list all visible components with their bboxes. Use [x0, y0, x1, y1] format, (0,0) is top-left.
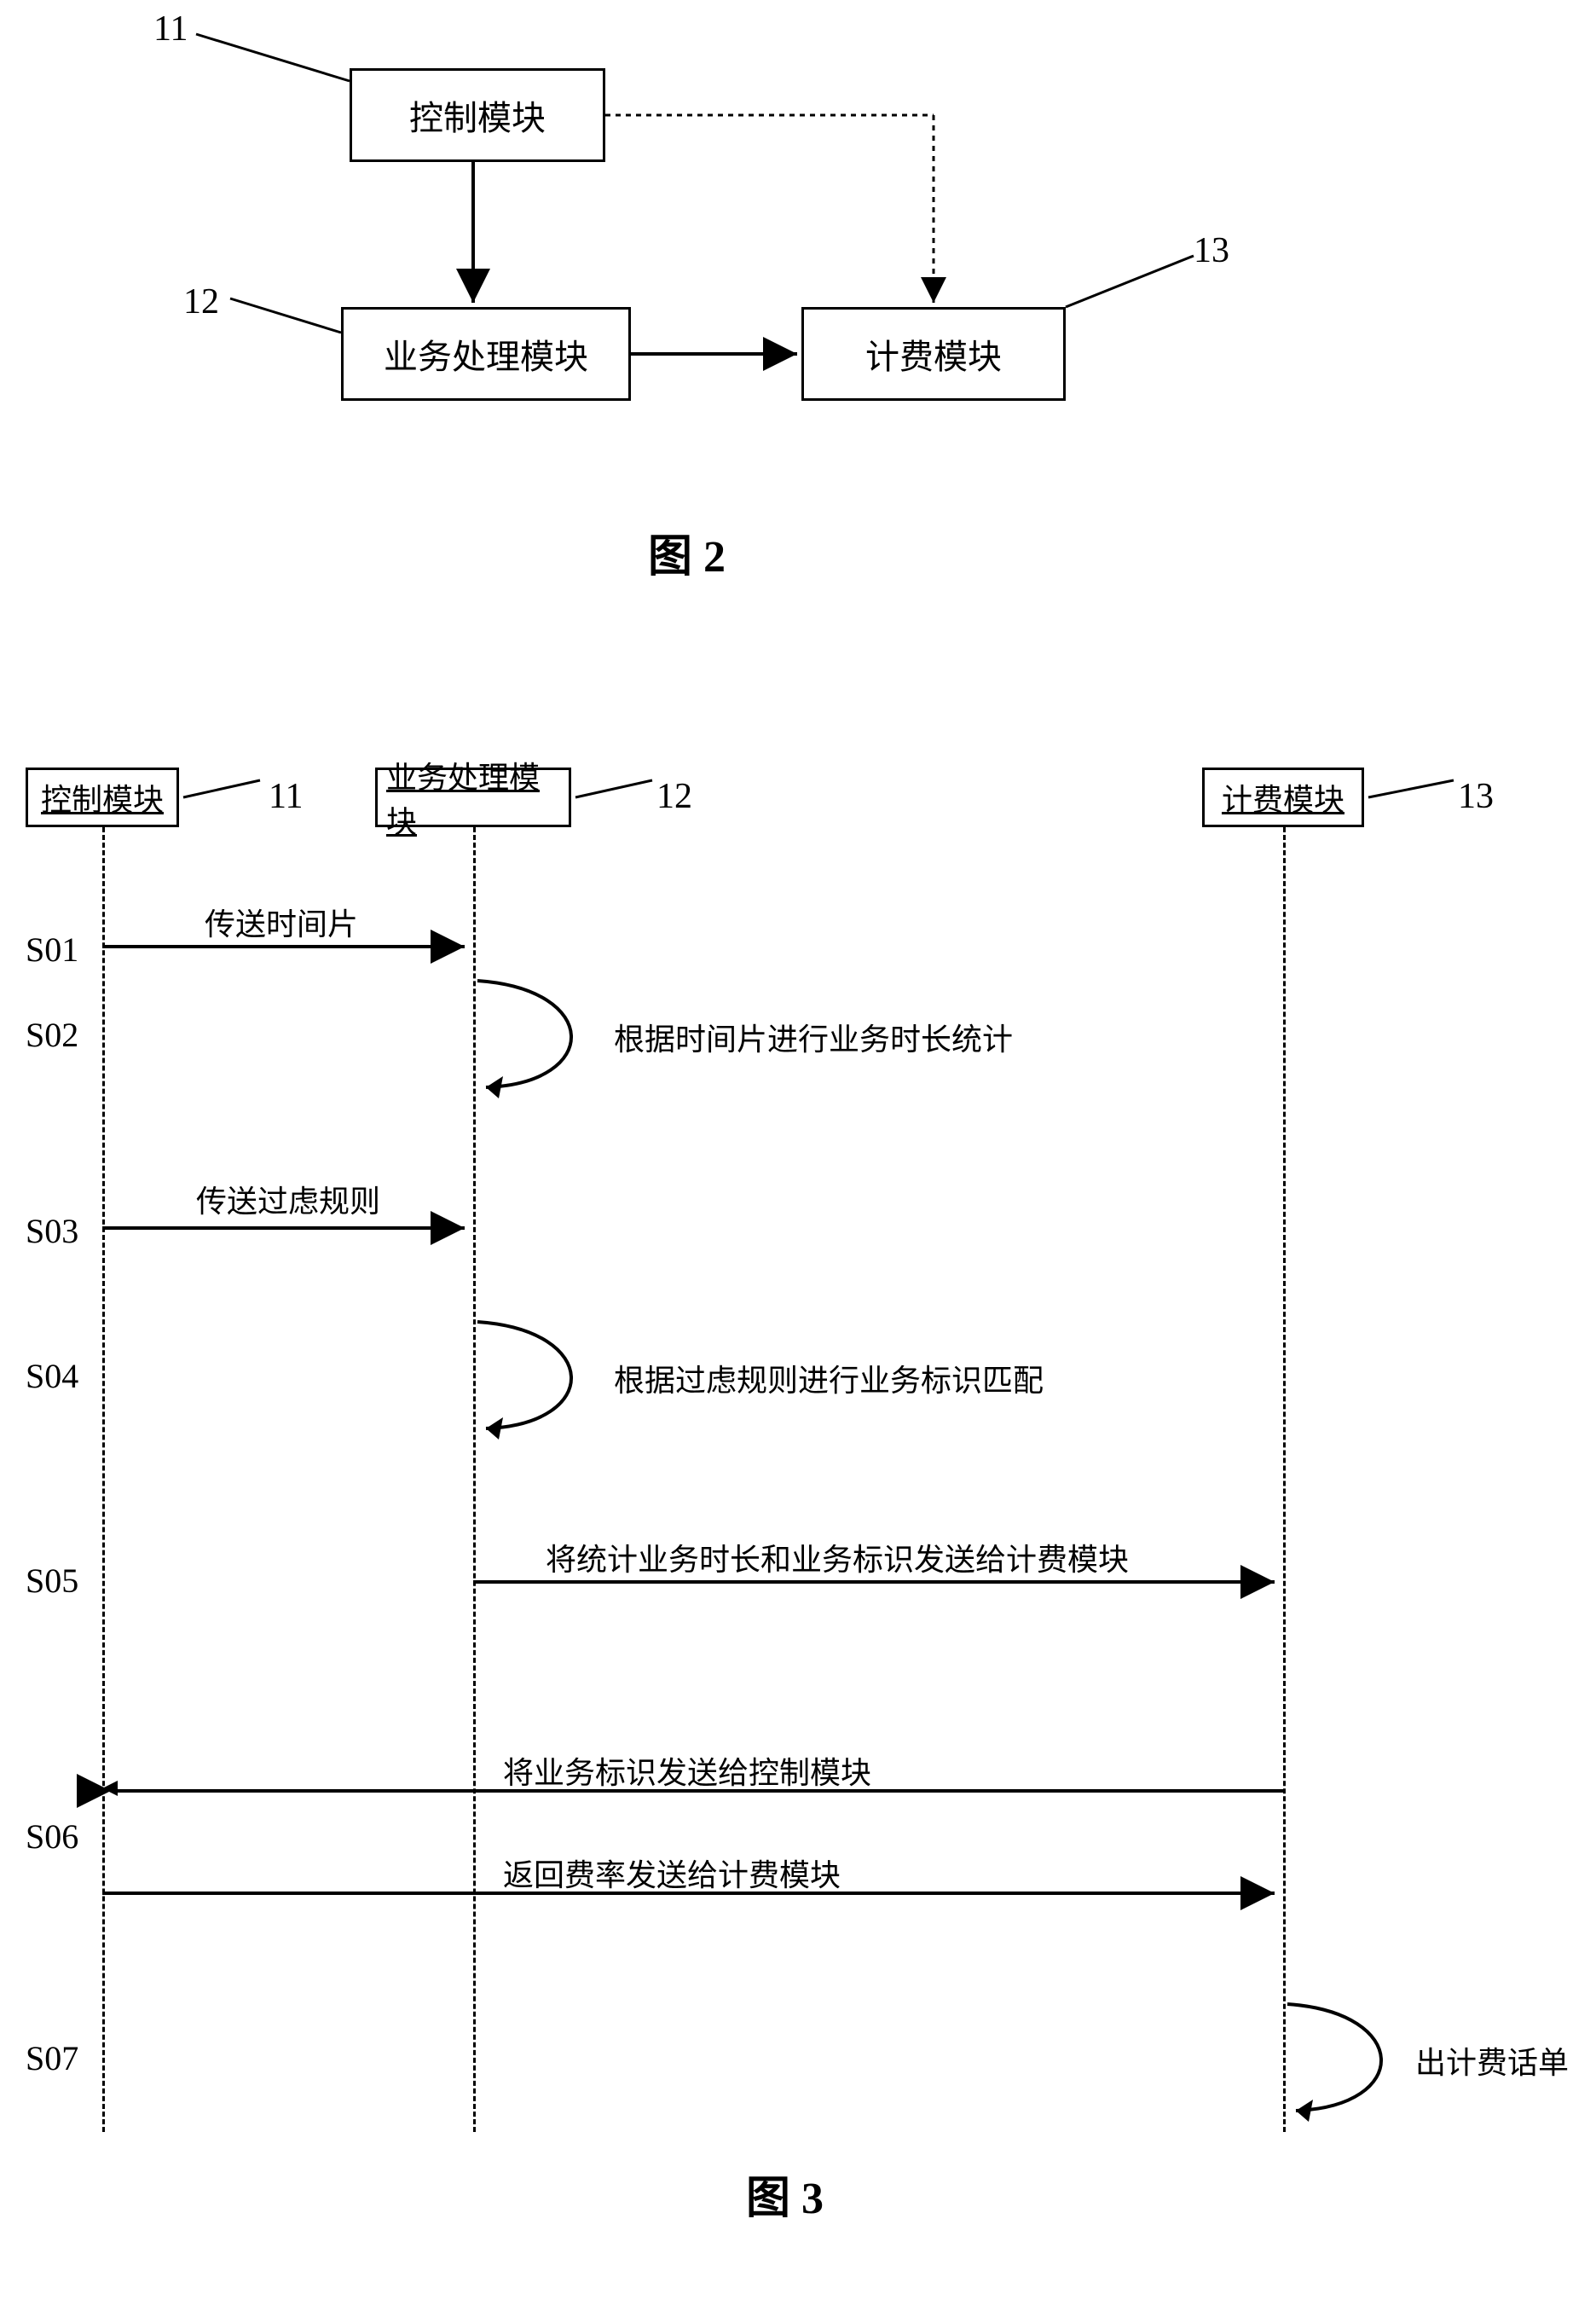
fig3-msg-s04: 根据过虑规则进行业务标识匹配: [614, 1356, 1044, 1400]
fig3-lifeline-control: [102, 827, 105, 2132]
fig3-leader-11: [183, 776, 269, 802]
fig3-arrow-s01: [102, 942, 477, 959]
fig3-control-label: 控制模块: [41, 775, 164, 820]
fig3-leader-12: [575, 776, 661, 802]
fig3-arrow-s06a-head: [101, 1781, 119, 1799]
fig3-step-s02: S02: [26, 1015, 78, 1055]
fig3-caption: 图 3: [746, 2162, 824, 2226]
fig3-arrow-s06b: [102, 1889, 1292, 1906]
fig3-billing-box: 计费模块: [1202, 768, 1364, 827]
fig3-ref-11: 11: [269, 776, 303, 817]
fig3-msg-s05: 将统计业务时长和业务标识发送给计费模块: [546, 1535, 1129, 1579]
fig2-arrows: [0, 0, 1279, 512]
fig3-control-box: 控制模块: [26, 768, 179, 827]
fig2-caption: 图 2: [648, 520, 726, 584]
fig3-self-s02: [473, 981, 610, 1100]
fig3-billing-label: 计费模块: [1222, 775, 1344, 820]
fig3-self-s07: [1283, 2004, 1420, 2123]
fig3-ref-13: 13: [1458, 776, 1494, 817]
fig3-service-box: 业务处理模块: [375, 768, 571, 827]
fig3-step-s03: S03: [26, 1211, 78, 1251]
fig3-step-s05: S05: [26, 1561, 78, 1601]
fig3-leader-13: [1368, 776, 1462, 802]
fig3-msg-s03: 传送过虑规则: [196, 1177, 380, 1221]
fig3-step-s06: S06: [26, 1816, 78, 1857]
fig3-arrow-s05: [473, 1578, 1292, 1595]
fig3-arrow-s06a: [102, 1787, 1292, 1804]
fig3-step-s04: S04: [26, 1356, 78, 1396]
fig3-msg-s07: 出计费话单: [1415, 2038, 1569, 2083]
fig3-step-s01: S01: [26, 930, 78, 970]
fig3-ref-12: 12: [656, 776, 692, 817]
fig3-self-s04: [473, 1322, 610, 1441]
fig3-msg-s01: 传送时间片: [205, 900, 358, 944]
fig3-arrow-s03: [102, 1224, 477, 1241]
fig3-step-s07: S07: [26, 2038, 78, 2078]
fig3-msg-s02: 根据时间片进行业务时长统计: [614, 1015, 1013, 1059]
fig3-lifeline-billing: [1283, 827, 1286, 2132]
